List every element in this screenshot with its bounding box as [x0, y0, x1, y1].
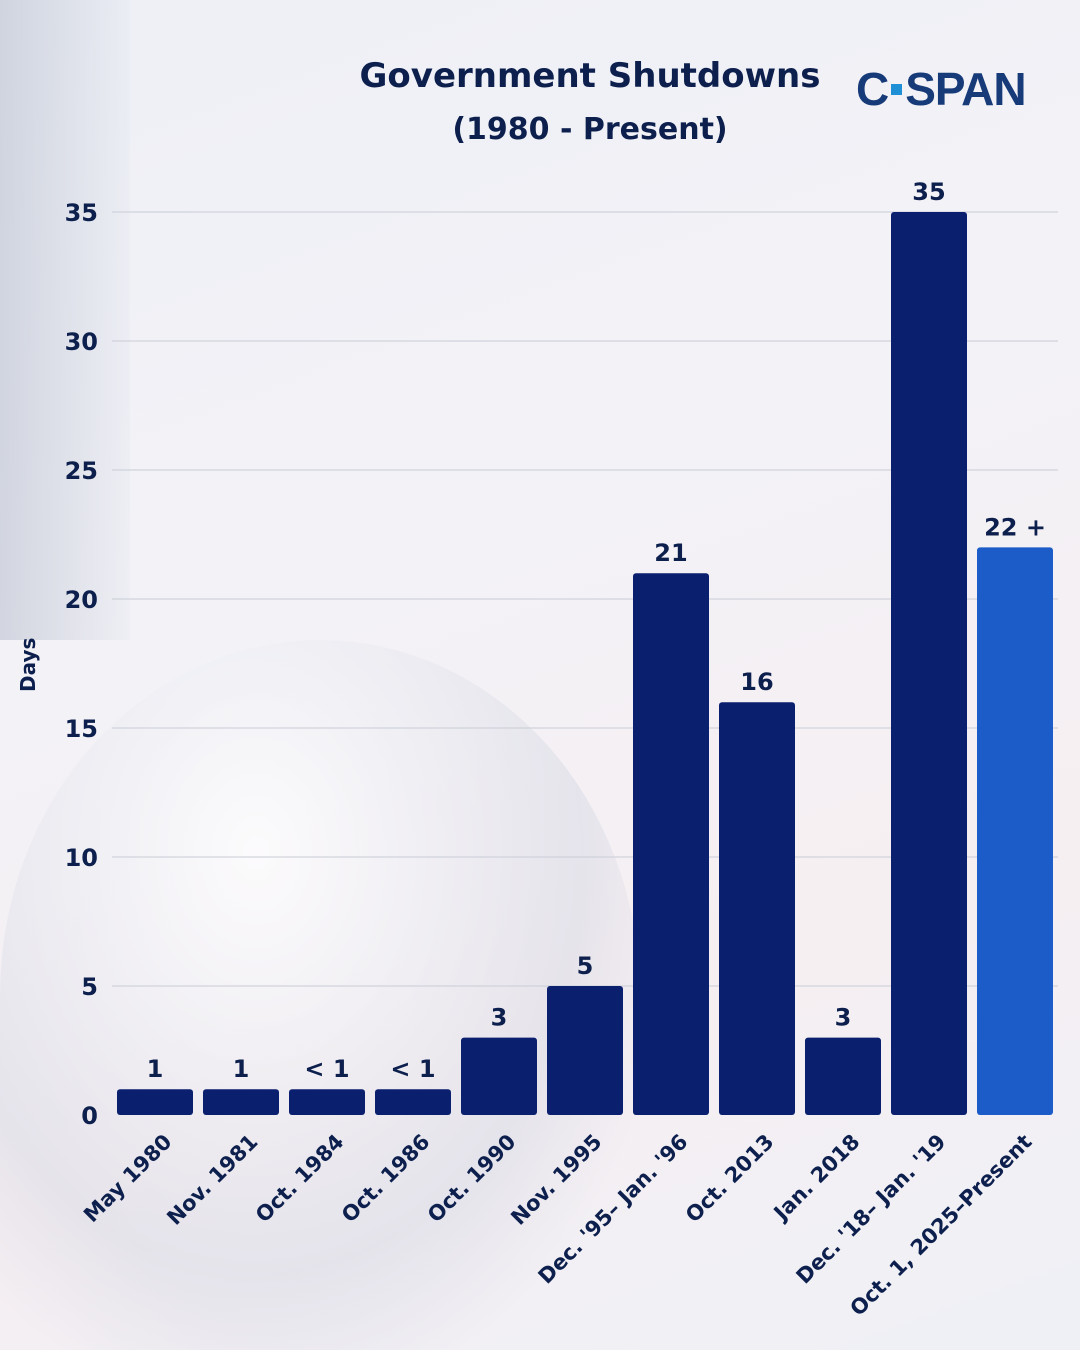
bar	[117, 1089, 193, 1115]
y-tick-label: 0	[81, 1102, 98, 1130]
bar	[891, 212, 967, 1115]
x-tick-label: Oct. 2013	[681, 1130, 779, 1228]
bar	[547, 986, 623, 1115]
y-tick-label: 35	[65, 199, 98, 227]
data-label: 35	[912, 178, 945, 206]
data-label: 3	[491, 1004, 508, 1032]
data-label: 22 +	[984, 513, 1046, 541]
x-tick-label: Oct. 1984	[251, 1130, 349, 1228]
data-label: 1	[233, 1055, 250, 1083]
bar	[719, 702, 795, 1115]
x-tick-label: Nov. 1981	[162, 1130, 262, 1230]
chart-subtitle: (1980 - Present)	[452, 112, 728, 147]
bar	[633, 573, 709, 1115]
y-tick-label: 15	[65, 715, 98, 743]
y-tick-label: 10	[65, 844, 98, 872]
y-tick-label: 5	[81, 973, 98, 1001]
chart-title: Government Shutdowns	[359, 56, 821, 96]
x-tick-label: Dec. '18– Jan. '19	[792, 1130, 951, 1289]
bar	[461, 1037, 537, 1115]
cspan-logo: C SPAN	[856, 63, 1027, 115]
capitol-dome-background	[0, 640, 640, 1350]
data-label: 16	[740, 668, 773, 696]
x-tick-label: Oct. 1986	[337, 1130, 435, 1228]
data-label: 21	[654, 539, 687, 567]
x-tick-label: Dec. '95– Jan. '96	[534, 1130, 693, 1289]
bar	[805, 1037, 881, 1115]
bar	[289, 1089, 365, 1115]
y-tick-label: 30	[65, 328, 98, 356]
data-label: < 1	[390, 1055, 435, 1083]
data-label: 3	[835, 1004, 852, 1032]
bar	[203, 1089, 279, 1115]
y-tick-label: 20	[65, 586, 98, 614]
bar	[977, 547, 1053, 1115]
data-label: 1	[147, 1055, 164, 1083]
x-tick-label: Oct. 1, 2025–Present	[845, 1130, 1036, 1321]
bar	[375, 1089, 451, 1115]
data-label: 5	[577, 952, 594, 980]
capitol-column-background	[0, 0, 130, 640]
data-label: < 1	[304, 1055, 349, 1083]
y-tick-label: 25	[65, 457, 98, 485]
